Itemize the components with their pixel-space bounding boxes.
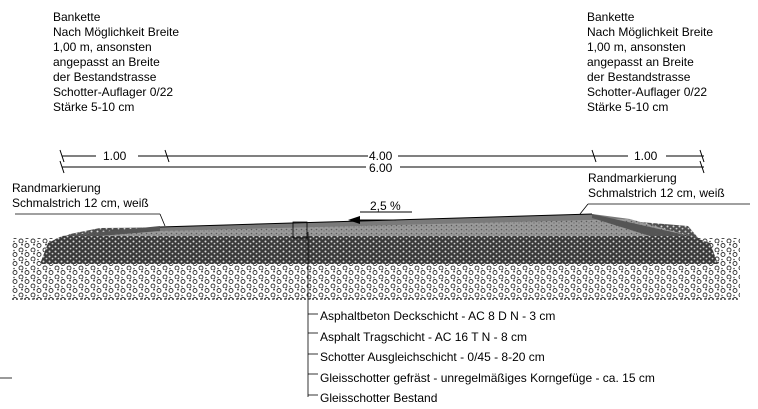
bankette-right-line: Stärke 5-10 cm <box>587 100 669 114</box>
dim-left-shoulder: 1.00 <box>103 149 127 163</box>
marking-left-note: Randmarkierung Schmalstrich 12 cm, weiß <box>12 181 149 211</box>
layer-label: Schotter Ausgleichschicht - 0/45 - 8-20 … <box>320 350 545 364</box>
dim-right-shoulder: 1.00 <box>634 149 658 163</box>
bankette-left-line: angepasst an Breite <box>53 55 160 69</box>
dimension-row-lower <box>59 160 705 174</box>
bankette-left-line: Bankette <box>53 10 101 24</box>
bankette-right-line: Nach Möglichkeit Breite <box>587 25 714 39</box>
bankette-right-line: 1,00 m, ansonsten <box>587 40 686 54</box>
marking-right-title: Randmarkierung <box>588 171 677 185</box>
bankette-left-note: Bankette Nach Möglichkeit Breite 1,00 m,… <box>53 10 179 115</box>
bankette-left-line: Schotter-Auflager 0/22 <box>53 85 174 99</box>
bankette-right-line: der Bestandstrasse <box>587 70 691 84</box>
layer-label: Asphalt Tragschicht - AC 16 T N - 8 cm <box>320 329 527 344</box>
bankette-right-line: angepasst an Breite <box>587 55 694 69</box>
bankette-right-line: Schotter-Auflager 0/22 <box>587 85 708 99</box>
bankette-left-line: Stärke 5-10 cm <box>53 100 135 114</box>
centre-joint <box>292 221 308 239</box>
marking-right-leader-drop <box>579 203 589 215</box>
dim-carriageway: 4.00 <box>369 149 393 163</box>
marking-left-leader-drop <box>159 213 166 227</box>
marking-right-note: Randmarkierung Schmalstrich 12 cm, weiß <box>588 171 725 201</box>
layer-asphalt-base <box>70 219 690 236</box>
shoulder-right <box>592 214 690 236</box>
shoulder-left <box>62 226 160 236</box>
layer-label: Asphaltbeton Deckschicht - AC 8 D N - 3 … <box>320 309 556 323</box>
layer-labels: Asphaltbeton Deckschicht - AC 8 D N - 3 … <box>320 306 655 409</box>
bankette-left-line: der Bestandstrasse <box>53 70 157 84</box>
layer-label: Gleisschotter gefräst - unregelmäßiges K… <box>320 370 655 385</box>
bankette-right-line: Bankette <box>587 10 635 24</box>
marking-right-detail: Schmalstrich 12 cm, weiß <box>588 186 725 200</box>
dim-total: 6.00 <box>369 161 393 175</box>
marking-left-detail: Schmalstrich 12 cm, weiß <box>12 196 149 210</box>
bankette-left-line: 1,00 m, ansonsten <box>53 40 152 54</box>
layer-milled-ballast <box>40 236 718 264</box>
dimension-row-upper <box>59 149 705 163</box>
slope-arrow-icon <box>348 216 360 224</box>
bankette-right-note: Bankette Nach Möglichkeit Breite 1,00 m,… <box>587 10 713 115</box>
layer-asphalt-surface <box>160 214 630 231</box>
layer-label: Gleisschotter Bestand <box>320 391 438 405</box>
slope-label: 2,5 % <box>370 199 401 213</box>
bankette-left-line: Nach Möglichkeit Breite <box>53 25 180 39</box>
marking-left-title: Randmarkierung <box>12 181 101 195</box>
layer-leader-lines <box>307 232 318 397</box>
